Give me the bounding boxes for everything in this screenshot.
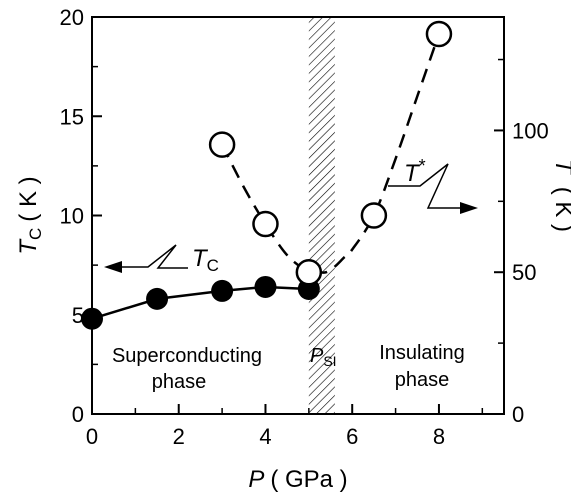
x-tick-label: 0	[86, 424, 98, 449]
insulating-phase-label-line2: phase	[395, 369, 450, 391]
axis-ticks	[91, 16, 504, 415]
tc-arrow-line	[120, 244, 188, 269]
insulating-phase-label-line1: Insulating	[379, 342, 465, 364]
tc-series-line	[91, 285, 309, 320]
x-tick-label: 6	[346, 424, 358, 449]
tstar-series-label: T*	[404, 156, 426, 187]
axis-tick-labels: 0 2 4 6 8 0 5 10 15 20 0 50 100	[60, 5, 549, 449]
y-left-tick-label: 5	[72, 303, 84, 328]
y-axis-right-label: T*( K )	[550, 159, 571, 232]
tstar-data-point	[295, 258, 323, 286]
psi-shaded-band	[308, 17, 335, 414]
x-tick-label: 8	[433, 424, 445, 449]
tstar-arrow-line	[388, 163, 462, 209]
tstar-arrow-head	[460, 202, 478, 214]
tc-data-point	[146, 287, 169, 310]
tstar-data-point	[208, 131, 236, 158]
tstar-annotation: T*	[388, 156, 478, 214]
y-axis-left-label: TC( K )	[15, 176, 45, 254]
tstar-series-points	[208, 20, 453, 286]
tstar-data-point	[252, 210, 279, 238]
tc-annotation: TC	[104, 244, 219, 275]
y-left-tick-label: 10	[60, 204, 84, 229]
x-axis-label: P( GPa )	[248, 466, 347, 493]
x-tick-label: 4	[259, 424, 271, 449]
superconducting-phase-label-line1: Superconducting	[112, 345, 262, 367]
y-left-tick-label: 20	[60, 5, 84, 30]
tc-arrow-head	[104, 261, 122, 273]
y-left-tick-label: 0	[72, 402, 84, 427]
tc-series-points	[81, 275, 320, 330]
tc-series-label: TC	[192, 245, 219, 275]
tstar-data-point	[360, 202, 388, 229]
y-left-tick-label: 15	[60, 104, 84, 129]
tstar-data-point	[425, 20, 453, 48]
psi-label: PSI	[310, 345, 337, 369]
y-right-tick-label: 100	[512, 118, 549, 143]
tc-data-point	[211, 279, 234, 302]
y-right-tick-label: 0	[512, 402, 524, 427]
x-tick-label: 2	[173, 424, 185, 449]
tc-data-point	[81, 307, 103, 330]
superconducting-phase-label-line2: phase	[152, 371, 207, 393]
tc-data-point	[254, 275, 277, 298]
y-right-tick-label: 50	[512, 260, 536, 285]
